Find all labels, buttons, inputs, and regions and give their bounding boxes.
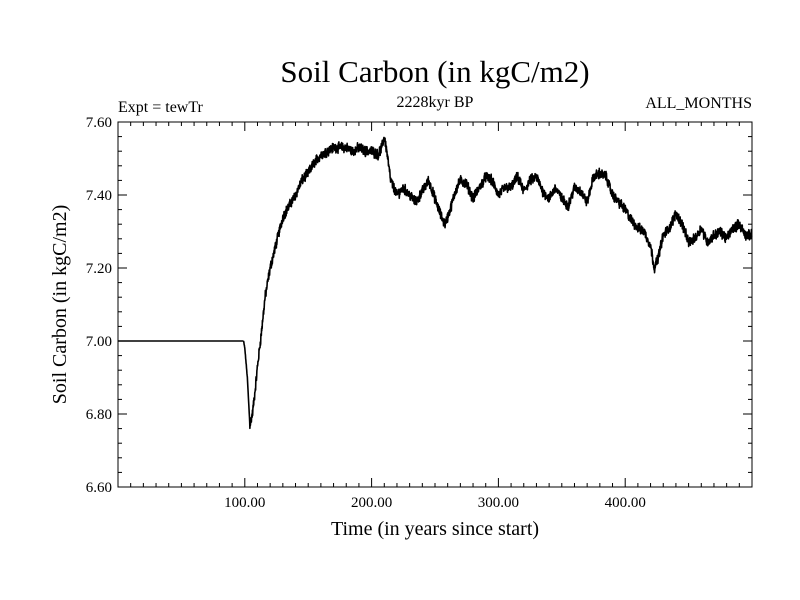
- x-tick-label: 300.00: [478, 495, 519, 511]
- y-tick-label: 6.60: [86, 480, 112, 496]
- series-line-noisy: [242, 136, 753, 430]
- x-tick-label: 200.00: [351, 495, 392, 511]
- experiment-label: Expt = tewTr: [118, 99, 204, 116]
- axis-ticks: [117, 121, 753, 488]
- plot-frame: [117, 121, 753, 488]
- x-tick-label: 400.00: [605, 495, 646, 511]
- months-label: ALL_MONTHS: [645, 95, 752, 112]
- y-tick-label: 7.20: [86, 261, 112, 277]
- x-tick-labels: 100.00 200.00 300.00 400.00: [224, 495, 646, 511]
- y-tick-label: 7.40: [86, 188, 112, 204]
- y-tick-label: 6.80: [86, 407, 112, 423]
- x-tick-label: 100.00: [224, 495, 265, 511]
- y-tick-label: 7.00: [86, 334, 112, 350]
- y-tick-labels: 6.60 6.80 7.00 7.20 7.40 7.60: [86, 115, 112, 496]
- chart-subtitle: 2228kyr BP: [397, 94, 474, 111]
- chart-title: Soil Carbon (in kgC/m2): [280, 54, 589, 89]
- y-axis-label: Soil Carbon (in kgC/m2): [49, 205, 71, 404]
- x-axis-label: Time (in years since start): [331, 518, 539, 540]
- series-layer: [118, 136, 753, 430]
- y-tick-label: 7.60: [86, 115, 112, 131]
